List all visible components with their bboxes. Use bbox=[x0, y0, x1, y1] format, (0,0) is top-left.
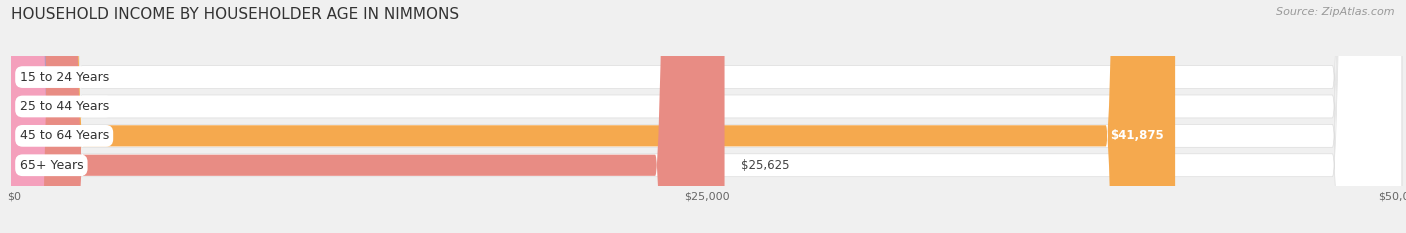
Text: $41,875: $41,875 bbox=[1111, 129, 1164, 142]
Text: 65+ Years: 65+ Years bbox=[20, 159, 83, 172]
Text: HOUSEHOLD INCOME BY HOUSEHOLDER AGE IN NIMMONS: HOUSEHOLD INCOME BY HOUSEHOLDER AGE IN N… bbox=[11, 7, 460, 22]
FancyBboxPatch shape bbox=[14, 0, 1175, 233]
Text: Source: ZipAtlas.com: Source: ZipAtlas.com bbox=[1277, 7, 1395, 17]
FancyBboxPatch shape bbox=[14, 0, 724, 233]
Text: 15 to 24 Years: 15 to 24 Years bbox=[20, 71, 108, 84]
FancyBboxPatch shape bbox=[13, 0, 1402, 233]
FancyBboxPatch shape bbox=[6, 0, 48, 233]
Text: $0: $0 bbox=[56, 100, 70, 113]
FancyBboxPatch shape bbox=[13, 0, 1402, 233]
Text: $25,625: $25,625 bbox=[741, 159, 790, 172]
Text: 45 to 64 Years: 45 to 64 Years bbox=[20, 129, 108, 142]
Text: 25 to 44 Years: 25 to 44 Years bbox=[20, 100, 108, 113]
FancyBboxPatch shape bbox=[13, 0, 1402, 233]
FancyBboxPatch shape bbox=[13, 0, 1402, 233]
Text: $0: $0 bbox=[56, 71, 70, 84]
FancyBboxPatch shape bbox=[6, 0, 48, 233]
